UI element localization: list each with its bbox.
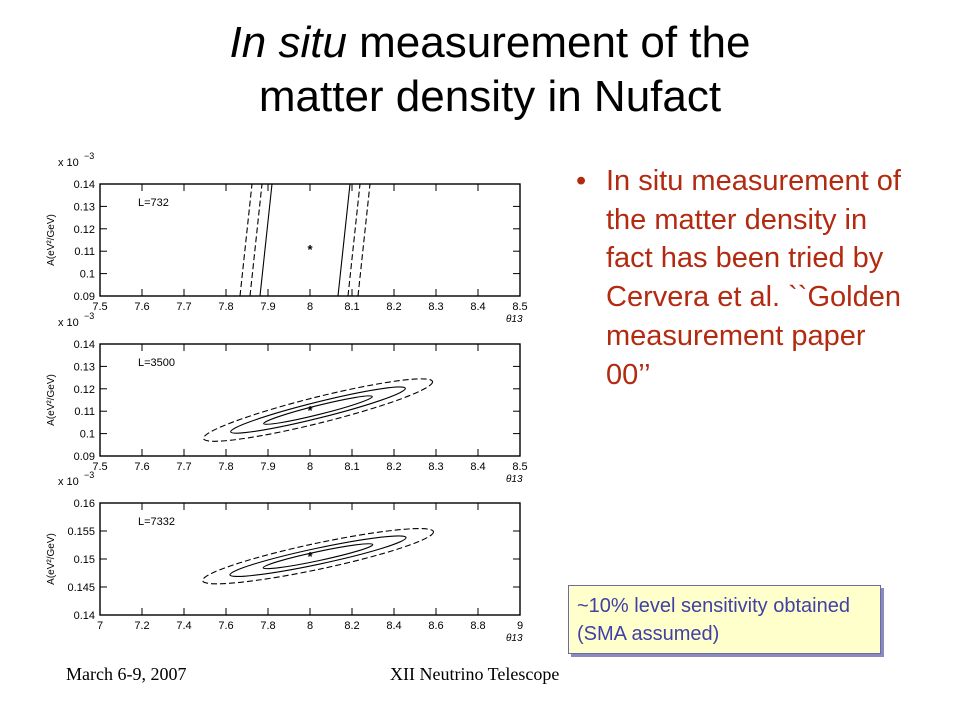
x-tick-label: 7.7 — [176, 301, 191, 313]
y-tick-label: 0.13 — [74, 201, 95, 213]
y-axis-label: A(eV²/GeV) — [46, 374, 57, 426]
plot-panel-l3500: x 10 −3 A(eV²/GeV) 0.09 0.1 0.11 0.12 0.13 0.14 7… — [46, 311, 528, 485]
exponent-label: x 10 — [58, 157, 79, 169]
y-axis-label: A(eV²/GeV) — [46, 533, 57, 585]
x-tick-label: 7.5 — [92, 461, 107, 473]
y-tick-label: 0.155 — [67, 526, 95, 538]
x-tick-label: 8.1 — [344, 461, 359, 473]
x-tick-label: 9 — [517, 620, 523, 632]
distance-annotation: L=732 — [138, 197, 169, 209]
x-tick-label: 7.9 — [260, 461, 275, 473]
exponent-superscript: −3 — [84, 470, 94, 480]
confidence-contour — [230, 386, 406, 434]
x-tick-label: 8 — [307, 301, 313, 313]
x-tick-label: 7.6 — [134, 301, 149, 313]
y-tick-label: 0.14 — [74, 610, 95, 622]
y-tick-label: 0.09 — [74, 451, 95, 463]
exponent-label: x 10 — [58, 476, 79, 488]
x-tick-label: 7.5 — [92, 301, 107, 313]
x-tick-label: 8.5 — [512, 461, 527, 473]
y-tick-label: 0.09 — [74, 291, 95, 303]
confidence-contour — [229, 535, 407, 578]
confidence-contour — [263, 395, 373, 425]
x-tick-label: 8 — [307, 620, 313, 632]
x-tick-label: 8.4 — [386, 620, 401, 632]
y-tick-label: 0.14 — [74, 179, 95, 191]
y-axis-label: A(eV²/GeV) — [46, 214, 57, 266]
x-tick-label: 8.2 — [386, 461, 401, 473]
x-tick-label: 7.6 — [218, 620, 233, 632]
exponent-label: x 10 — [58, 317, 79, 329]
y-tick-label: 0.11 — [74, 246, 95, 258]
confidence-contour — [249, 183, 263, 297]
distance-annotation: L=3500 — [138, 357, 175, 369]
y-tick-label: 0.16 — [74, 498, 95, 510]
y-tick-label: 0.11 — [74, 406, 95, 418]
x-tick-label: 7.2 — [134, 620, 149, 632]
best-fit-marker: * — [307, 549, 313, 564]
confidence-contour — [357, 183, 371, 297]
x-tick-label: 8.2 — [386, 301, 401, 313]
x-tick-label: 7.4 — [176, 620, 191, 632]
x-tick-label: 8.3 — [428, 301, 443, 313]
sensitivity-note: ~10% level sensitivity obtained (SMA ass… — [568, 585, 881, 654]
x-tick-label: 8.2 — [344, 620, 359, 632]
distance-annotation: L=7332 — [138, 516, 175, 528]
y-tick-label: 0.12 — [74, 224, 95, 236]
confidence-contour — [259, 183, 273, 297]
confidence-contour — [239, 183, 253, 297]
footer-event: XII Neutrino Telescope — [390, 664, 560, 684]
plot-panel-l732: x 10 −3 A(eV²/GeV) 0.09 0.1 0.11 0.12 0.13 0.14 7… — [46, 151, 528, 325]
y-tick-label: 0.145 — [67, 582, 95, 594]
x-tick-label: 8.3 — [428, 461, 443, 473]
x-tick-label: 8.1 — [344, 301, 359, 313]
x-tick-label: 7.6 — [134, 461, 149, 473]
confidence-contour — [201, 528, 435, 585]
x-tick-label: 8.4 — [470, 461, 485, 473]
x-axis-label: θ13 — [506, 474, 523, 485]
best-fit-marker: * — [307, 242, 313, 257]
y-tick-label: 0.1 — [80, 269, 95, 281]
y-tick-label: 0.15 — [74, 554, 95, 566]
x-tick-label: 7.8 — [218, 461, 233, 473]
x-tick-label: 7.7 — [176, 461, 191, 473]
x-axis-label: θ13 — [506, 633, 523, 644]
x-tick-label: 8 — [307, 461, 313, 473]
bullet-marker: • — [576, 165, 587, 197]
best-fit-marker: * — [307, 403, 313, 418]
exponent-superscript: −3 — [84, 311, 94, 321]
confidence-contour — [262, 543, 374, 570]
title-rest: measurement of the — [346, 18, 751, 67]
x-tick-label: 7.8 — [260, 620, 275, 632]
confidence-contour — [347, 183, 361, 297]
footer-date: March 6-9, 2007 — [66, 664, 187, 684]
title-italic: In situ — [229, 18, 347, 67]
slide-title: In situ measurement of the matter densit… — [60, 16, 920, 124]
y-tick-label: 0.14 — [74, 339, 95, 351]
x-tick-label: 7.9 — [260, 301, 275, 313]
x-tick-label: 8.6 — [428, 620, 443, 632]
x-tick-label: 7.8 — [218, 301, 233, 313]
density-plots: x 10−3A(eV²/GeV)0.090.10.110.120.130.147… — [46, 151, 528, 644]
y-tick-label: 0.12 — [74, 384, 95, 396]
x-tick-label: 7 — [97, 620, 103, 632]
exponent-superscript: −3 — [84, 151, 94, 161]
bullet-text: In situ measurement of the matter densit… — [606, 165, 901, 391]
confidence-contour — [337, 183, 351, 297]
x-tick-label: 8.8 — [470, 620, 485, 632]
confidence-contour — [202, 378, 434, 442]
plot-panel-l7332: x 10 −3 A(eV²/GeV) 0.14 0.145 0.15 0.155 0.16 7 7… — [46, 470, 523, 644]
y-tick-label: 0.1 — [80, 429, 95, 441]
x-tick-label: 8.5 — [512, 301, 527, 313]
title-line-1: In situ measurement of the — [60, 16, 920, 70]
title-line-2: matter density in Nufact — [258, 72, 722, 121]
x-tick-label: 8.4 — [470, 301, 485, 313]
x-axis-label: θ13 — [506, 314, 523, 325]
y-tick-label: 0.13 — [74, 361, 95, 373]
